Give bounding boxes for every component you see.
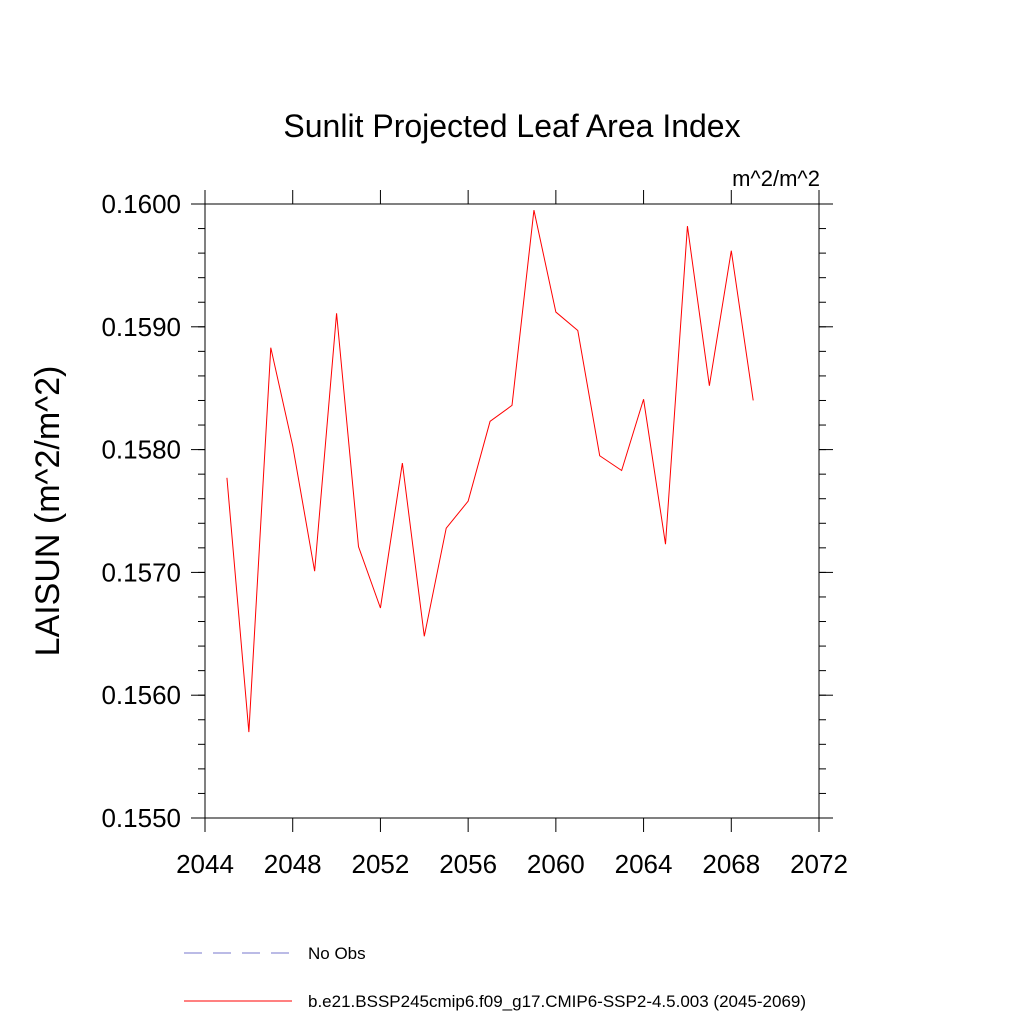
units-label: m^2/m^2 [732,166,820,191]
y-tick-label: 0.1570 [101,557,181,587]
x-tick-label: 2072 [790,849,848,879]
x-tick-label: 2064 [615,849,673,879]
plot-frame [204,203,820,819]
x-tick-label: 2044 [176,849,234,879]
y-tick-label: 0.1600 [101,189,181,219]
legend-label: No Obs [308,944,366,963]
legend: No Obs b.e21.BSSP245cmip6.f09_g17.CMIP6-S… [184,944,806,1011]
y-tick-label: 0.1550 [101,803,181,833]
y-tick-label: 0.1560 [101,680,181,710]
x-tick-label: 2048 [264,849,322,879]
x-tick-label: 2052 [352,849,410,879]
y-axis-label: LAISUN (m^2/m^2) [29,366,67,657]
series-lines [226,210,754,733]
y-tick-label: 0.1590 [101,312,181,342]
legend-label: b.e21.BSSP245cmip6.f09_g17.CMIP6-SSP2-4.… [308,992,806,1011]
x-tick-label: 2056 [439,849,497,879]
x-tick-label: 2068 [702,849,760,879]
chart-title: Sunlit Projected Leaf Area Index [283,108,740,144]
axis-tick-labels: 2044 2048 2052 2056 2060 2064 2068 2072 0.1550 0.… [101,189,847,879]
series-line [226,210,754,733]
axis-ticks [191,190,833,832]
x-tick-label: 2060 [527,849,585,879]
y-tick-label: 0.1580 [101,435,181,465]
